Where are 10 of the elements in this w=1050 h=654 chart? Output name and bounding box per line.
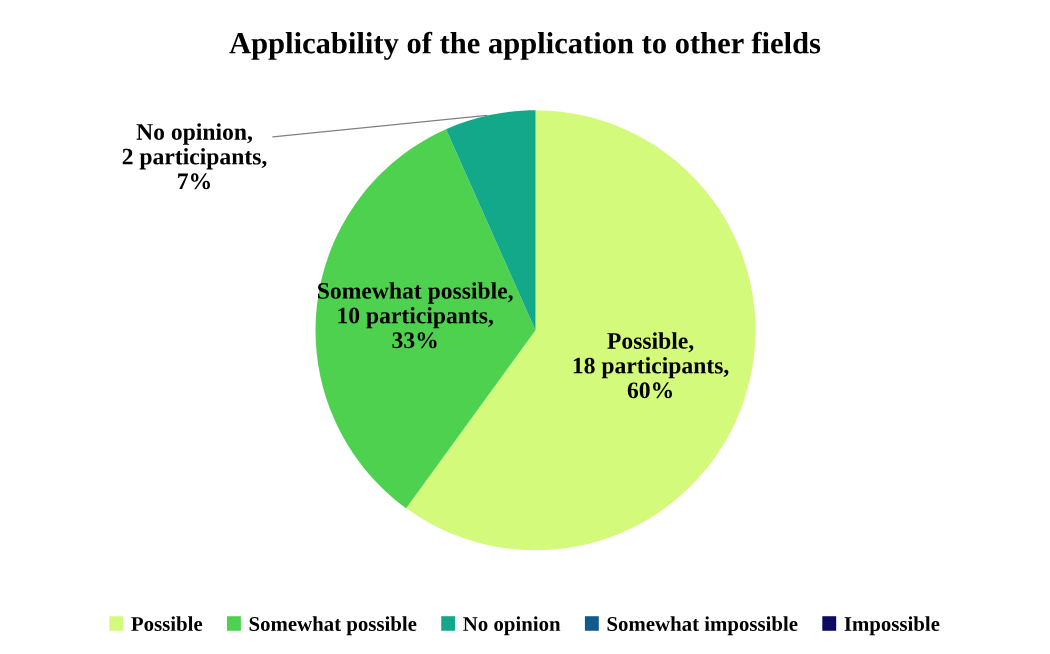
data-label: Possible, 18 participants, 60% xyxy=(573,332,729,399)
legend-label: Impossible xyxy=(844,616,940,636)
chart-title: Applicability of the application to other fields xyxy=(229,31,821,60)
pie-slice xyxy=(315,129,536,509)
legend-label: Possible xyxy=(131,616,203,632)
data-label: No opinion, 2 participants, 7% xyxy=(122,123,267,190)
legend-label: Somewhat possible xyxy=(249,616,417,636)
legend-label: No opinion xyxy=(463,616,561,636)
data-label: Somewhat possible, 10 participants, 33% xyxy=(318,282,513,349)
legend-label: Somewhat impossible xyxy=(607,616,798,636)
